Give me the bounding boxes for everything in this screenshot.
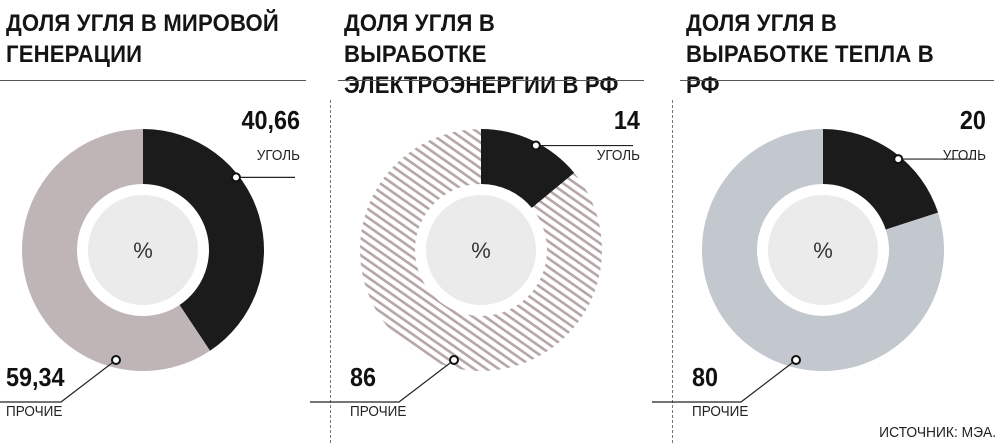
other-leader-line bbox=[652, 359, 797, 403]
donut-center bbox=[88, 195, 198, 305]
coal-value: 40,66 bbox=[241, 105, 300, 135]
other-category-label: ПРОЧИЕ bbox=[350, 403, 407, 420]
center-percent-label: % bbox=[471, 238, 491, 263]
chart-panel-2: ДОЛЯ УГЛЯ В ВЫРАБОТКЕ ЭЛЕКТРОЭНЕРГИИ В Р… bbox=[310, 0, 660, 443]
other-leader-line bbox=[0, 359, 117, 403]
other-value: 59,34 bbox=[6, 362, 65, 392]
other-slice bbox=[21, 128, 211, 372]
other-category-label: ПРОЧИЕ bbox=[692, 403, 749, 420]
coal-marker bbox=[530, 140, 541, 151]
center-percent-label: % bbox=[133, 238, 153, 263]
title-rule bbox=[338, 80, 644, 81]
coal-value: 14 bbox=[613, 105, 640, 135]
other-leader-line bbox=[310, 359, 455, 403]
other-value: 86 bbox=[350, 362, 377, 392]
coal-value: 20 bbox=[959, 105, 986, 135]
other-marker bbox=[111, 355, 121, 365]
other-marker bbox=[449, 355, 459, 365]
coal-category-label: УГОЛЬ bbox=[596, 147, 640, 164]
coal-slice bbox=[823, 129, 939, 230]
center-percent-label: % bbox=[813, 238, 833, 263]
other-slice bbox=[702, 129, 944, 372]
donut-chart: % bbox=[652, 129, 975, 403]
chart-panel-1: ДОЛЯ УГЛЯ В МИРОВОЙ ГЕНЕРАЦИИ% 40,66 УГОЛЬ… bbox=[0, 0, 320, 443]
donut-center bbox=[426, 195, 536, 305]
title-rule bbox=[0, 80, 306, 81]
source-note: ИСТОЧНИК: МЭА. bbox=[879, 424, 996, 441]
other-value: 80 bbox=[692, 362, 719, 392]
chart-title: ДОЛЯ УГЛЯ В ВЫРАБОТКЕ ТЕПЛА В РФ bbox=[686, 10, 934, 99]
coal-category-label: УГОЛЬ bbox=[942, 147, 986, 164]
coal-slice bbox=[143, 129, 264, 351]
coal-marker bbox=[230, 172, 241, 183]
other-slice bbox=[360, 129, 602, 371]
chart-title: ДОЛЯ УГЛЯ В МИРОВОЙ ГЕНЕРАЦИИ bbox=[6, 10, 279, 68]
panel-divider bbox=[330, 100, 331, 443]
donut-center bbox=[768, 195, 878, 305]
title-rule bbox=[680, 80, 994, 81]
chart-title: ДОЛЯ УГЛЯ В ВЫРАБОТКЕ ЭЛЕКТРОЭНЕРГИИ В Р… bbox=[344, 10, 619, 99]
coal-marker bbox=[893, 154, 904, 165]
coal-slice bbox=[481, 129, 575, 208]
donut-chart: % bbox=[310, 129, 633, 403]
other-category-label: ПРОЧИЕ bbox=[6, 403, 63, 420]
panel-divider bbox=[672, 100, 673, 443]
coal-category-label: УГОЛЬ bbox=[256, 147, 300, 164]
donut-chart: % bbox=[0, 128, 295, 403]
other-marker bbox=[791, 355, 801, 365]
chart-panel-3: ДОЛЯ УГЛЯ В ВЫРАБОТКЕ ТЕПЛА В РФ% 20 УГОЛЬ… bbox=[652, 0, 998, 443]
